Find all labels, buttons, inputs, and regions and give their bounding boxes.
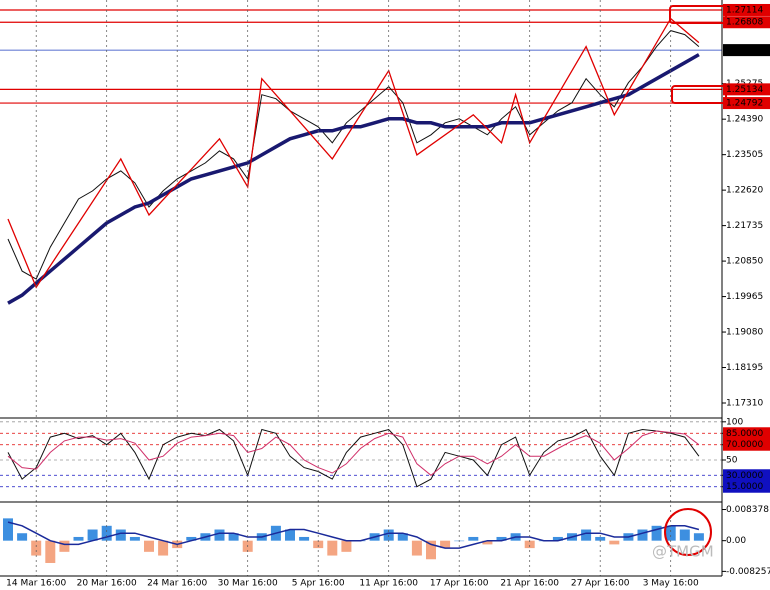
series-line [7,428,700,488]
histogram-bar [524,540,535,549]
y-tick-label: 85.0000 [726,429,763,439]
histogram-bar [45,540,56,563]
histogram-bar [73,536,84,541]
histogram-bar [552,536,563,541]
histogram-bar [693,533,704,541]
histogram-bar [426,540,436,560]
x-tick-label: 5 Apr 16:00 [292,579,345,589]
x-tick-label: 27 Apr 16:00 [571,579,630,589]
histogram-bar [397,533,408,541]
y-tick-label: 1.20850 [726,257,763,267]
histogram-bar [468,536,479,541]
x-tick-label: 20 Mar 16:00 [77,579,137,589]
y-tick-label: 1.26113 [726,46,763,56]
axis-label-box [723,44,770,57]
axis-label-box [723,16,770,29]
histogram-bar [327,540,338,556]
histogram-bar [31,540,42,556]
histogram-bar [496,536,507,541]
y-tick-label: 1.21735 [726,221,763,231]
histogram-bar [609,540,620,545]
zigzag-line [7,17,700,289]
signal-line [7,521,700,549]
y-tick-label: 1.25134 [726,85,763,95]
y-tick-label: 1.19080 [726,328,763,338]
y-tick-label: 1.24792 [726,99,763,109]
watermark: @TMGM [652,543,714,561]
axis-label-box [723,83,770,96]
histogram-bar [228,533,239,541]
y-tick-label: 30.0000 [726,471,763,481]
histogram-bar [144,540,154,552]
histogram-bar [482,540,493,545]
axis-label-box [723,3,770,16]
y-tick-label: 0.00 [726,536,746,546]
histogram-bar [299,536,310,541]
histogram-bar [129,536,140,541]
y-tick-label: 15.0000 [726,482,763,492]
x-tick-label: 24 Mar 16:00 [147,579,207,589]
axis-label-box [723,427,770,440]
histogram-bar [637,529,648,541]
y-tick-label: 1.26808 [726,18,763,28]
y-tick-label: 70.0000 [726,440,763,450]
histogram-bar [679,529,690,541]
y-tick-label: 1.18195 [726,363,763,373]
y-tick-label: 1.24390 [726,115,763,125]
y-tick-label: 0.0083781 [726,505,770,515]
histogram-bar [341,540,352,552]
histogram-bar [87,529,98,541]
histogram-bar [3,518,13,541]
x-tick-label: 21 Apr 16:00 [500,579,559,589]
series-line [7,430,700,476]
histogram-bar [17,533,28,541]
y-tick-label: 1.17310 [726,399,763,409]
histogram-bar [101,525,112,541]
y-tick-label: 50 [726,456,738,466]
x-tick-label: 30 Mar 16:00 [218,579,278,589]
series-line [7,30,700,280]
histogram-bar [440,540,451,549]
axis-label-box [723,97,770,110]
histogram-bar [581,529,592,541]
y-tick-label: 1.23505 [726,150,763,160]
histogram-bar [285,529,295,541]
histogram-bar [651,525,662,541]
axis-label-box [723,438,770,451]
y-tick-label: 1.27114 [726,5,763,15]
x-tick-label: 14 Mar 16:00 [6,579,66,589]
histogram-bar [411,540,422,556]
histogram-bar [115,529,126,541]
highlight-circle [664,508,712,556]
axis-label-box [723,469,770,482]
histogram-bar [214,529,225,541]
x-tick-label: 3 May 16:00 [643,579,699,589]
y-tick-label: 100 [726,417,743,427]
histogram-bar [595,536,606,541]
histogram-bar [665,525,676,541]
histogram-bar [59,540,70,552]
histogram-bar [313,540,324,549]
histogram-bar [158,540,169,556]
y-tick-label: 1.19965 [726,292,763,302]
axis-label-box [723,480,770,493]
y-tick-label: 1.22620 [726,186,763,196]
x-tick-label: 11 Apr 16:00 [359,579,418,589]
x-tick-label: 17 Apr 16:00 [430,579,489,589]
plot-layer [0,0,722,576]
histogram-bar [186,536,197,541]
